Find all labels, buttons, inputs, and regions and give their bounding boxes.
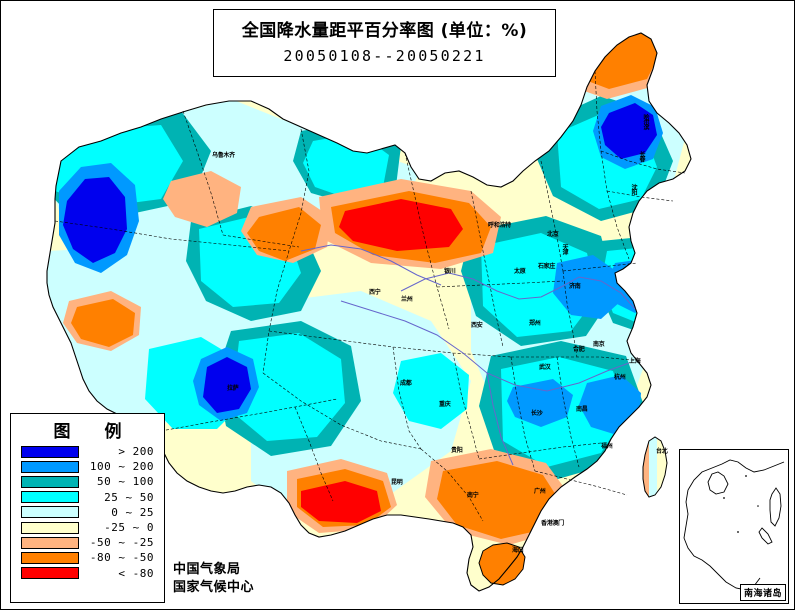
city-label: 太原 bbox=[514, 268, 526, 275]
legend-range-label: 50 ~ 100 bbox=[97, 475, 154, 489]
city-label: 上海 bbox=[629, 358, 641, 365]
legend-range-label: 100 ~ 200 bbox=[89, 460, 154, 474]
city-label: 杭州 bbox=[614, 374, 626, 381]
city-label: 沈阳 bbox=[630, 184, 637, 194]
legend-row: 25 ~ 50 bbox=[11, 490, 164, 505]
city-label: 长春 bbox=[638, 151, 645, 161]
legend-color-swatch bbox=[21, 460, 79, 473]
legend-color-swatch bbox=[21, 445, 79, 458]
hainan-outline bbox=[478, 542, 526, 586]
city-label: 重庆 bbox=[439, 401, 451, 408]
legend-range-label: 25 ~ 50 bbox=[104, 490, 154, 504]
legend-row: -50 ~ -25 bbox=[11, 535, 164, 550]
legend-row: 100 ~ 200 bbox=[11, 459, 164, 474]
legend-row: -25 ~ 0 bbox=[11, 520, 164, 535]
city-label: 乌鲁木齐 bbox=[212, 152, 235, 159]
city-label: 哈尔滨 bbox=[642, 114, 649, 129]
legend-row: > 200 bbox=[11, 444, 164, 459]
legend-range-label: -25 ~ 0 bbox=[104, 521, 154, 535]
legend-range-label: -50 ~ -25 bbox=[89, 536, 154, 550]
city-label: 石家庄 bbox=[538, 263, 556, 270]
city-label: 武汉 bbox=[539, 364, 551, 371]
legend-color-swatch bbox=[21, 536, 79, 549]
province-boundaries bbox=[54, 70, 686, 522]
city-label: 广州 bbox=[534, 488, 546, 495]
city-label: 海口 bbox=[512, 547, 524, 554]
legend-color-swatch bbox=[21, 506, 79, 519]
city-label: 呼和浩特 bbox=[488, 222, 511, 229]
city-label: 福州 bbox=[601, 443, 613, 450]
city-label: 昆明 bbox=[391, 479, 403, 486]
legend-row: 50 ~ 100 bbox=[11, 474, 164, 489]
city-label: 南京 bbox=[593, 341, 605, 348]
legend-row: 0 ~ 25 bbox=[11, 505, 164, 520]
city-label: 拉萨 bbox=[227, 385, 239, 392]
city-label: 银川 bbox=[444, 268, 456, 275]
city-label: 济南 bbox=[569, 283, 581, 290]
city-label: 台北 bbox=[656, 448, 668, 455]
map-title: 全国降水量距平百分率图 (单位：%) bbox=[241, 21, 528, 42]
city-label: 合肥 bbox=[573, 346, 585, 353]
legend-color-swatch bbox=[21, 521, 79, 534]
city-label: 南宁 bbox=[467, 492, 479, 499]
legend-range-label: > 200 bbox=[118, 445, 154, 459]
legend-color-swatch bbox=[21, 567, 79, 580]
publisher-credit: 中国气象局 国家气候中心 bbox=[173, 561, 254, 596]
city-label: 香港澳门 bbox=[541, 520, 564, 527]
legend-range-label: 0 ~ 25 bbox=[111, 505, 154, 519]
legend-row: -80 ~ -50 bbox=[11, 550, 164, 565]
south-china-sea-inset: 南海诸岛 bbox=[679, 449, 789, 604]
south-china-sea-inset-map bbox=[680, 450, 788, 603]
legend: 图 例 > 200 100 ~ 200 50 ~ 100 25 ~ 50 0 ~ 25 -… bbox=[10, 413, 165, 603]
map-date-range: 20050108--20050221 bbox=[283, 46, 486, 65]
city-label: 郑州 bbox=[529, 320, 541, 327]
legend-range-label: -80 ~ -50 bbox=[89, 551, 154, 565]
city-label: 贵阳 bbox=[451, 447, 463, 454]
credit-line-1: 中国气象局 bbox=[173, 562, 241, 577]
city-label: 西宁 bbox=[369, 289, 381, 296]
taiwan-outline bbox=[642, 436, 668, 498]
legend-color-swatch bbox=[21, 475, 79, 488]
city-label: 南昌 bbox=[576, 406, 588, 413]
city-label: 成都 bbox=[400, 380, 412, 387]
city-label: 长沙 bbox=[531, 410, 543, 417]
credit-line-2: 国家气候中心 bbox=[173, 579, 255, 595]
city-label: 北京 bbox=[547, 231, 559, 238]
legend-row: < -80 bbox=[11, 566, 164, 581]
city-label: 天津 bbox=[561, 244, 568, 254]
legend-color-swatch bbox=[21, 551, 79, 564]
rivers bbox=[300, 244, 636, 466]
map-title-box: 全国降水量距平百分率图 (单位：%) 20050108--20050221 bbox=[213, 9, 556, 77]
legend-range-label: < -80 bbox=[118, 566, 154, 580]
legend-color-swatch bbox=[21, 491, 79, 504]
legend-title: 图 例 bbox=[53, 422, 136, 442]
city-label: 兰州 bbox=[401, 296, 413, 303]
inset-label: 南海诸岛 bbox=[739, 584, 786, 601]
city-label: 西安 bbox=[471, 322, 483, 329]
legend-entries: > 200 100 ~ 200 50 ~ 100 25 ~ 50 0 ~ 25 -25 ~… bbox=[11, 444, 164, 581]
